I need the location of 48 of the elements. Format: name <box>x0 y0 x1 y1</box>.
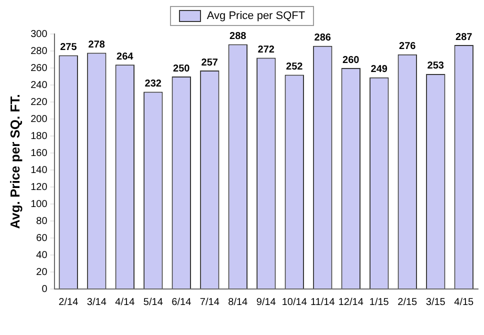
data-label: 276 <box>399 41 416 52</box>
data-label: 260 <box>342 54 360 66</box>
y-tick-label: 100 <box>30 198 48 210</box>
data-label: 288 <box>230 30 247 42</box>
y-tick-label: 60 <box>36 232 48 244</box>
data-label: 278 <box>88 39 106 50</box>
x-tick-label: 10/14 <box>282 296 308 308</box>
x-tick-label: 2/14 <box>58 296 79 308</box>
x-tick-label: 3/15 <box>426 296 446 308</box>
data-label: 272 <box>258 44 275 56</box>
data-label: 250 <box>173 63 190 74</box>
text: Avg Price per SQFT <box>206 10 306 22</box>
y-tick-label: 240 <box>30 80 48 91</box>
x-tick-label: 6/14 <box>172 296 192 308</box>
y-tick-label: 160 <box>30 148 48 159</box>
data-label: 252 <box>286 62 304 73</box>
y-tick-label: 40 <box>36 250 48 261</box>
data-label: 264 <box>116 51 134 62</box>
data-label: 286 <box>314 32 332 44</box>
x-tick-label: 9/14 <box>256 296 276 308</box>
y-tick-label: 0 <box>42 284 48 295</box>
y-tick-label: 180 <box>30 130 48 142</box>
x-tick-label: 1/15 <box>369 296 390 308</box>
x-tick-label: 11/14 <box>310 296 336 308</box>
y-tick-label: 20 <box>36 266 48 278</box>
data-label: 253 <box>427 60 444 72</box>
data-label: 275 <box>60 42 78 53</box>
x-tick-label: 4/14 <box>115 296 136 308</box>
data-label: 232 <box>144 78 162 90</box>
y-tick-label: 260 <box>30 62 48 74</box>
x-tick-label: 3/14 <box>86 296 107 308</box>
data-label: 287 <box>456 32 473 43</box>
x-tick-label: 7/14 <box>200 296 220 308</box>
y-tick-label: 220 <box>30 96 48 108</box>
y-tick-label: 140 <box>30 164 48 176</box>
y-tick-label: 200 <box>30 114 48 125</box>
x-tick-label: 4/15 <box>454 296 474 308</box>
data-label: 257 <box>201 57 218 68</box>
data-label: 249 <box>370 64 388 76</box>
y-tick-label: 280 <box>30 46 48 57</box>
y-tick-label: 80 <box>36 216 48 227</box>
y-axis-title: Avg. Price per SQ. FT. <box>7 94 22 229</box>
y-tick-label: 120 <box>30 182 48 193</box>
x-tick-label: 2/15 <box>398 296 418 308</box>
x-tick-label: 5/14 <box>143 296 164 308</box>
y-tick-label: 300 <box>30 28 48 40</box>
x-tick-label: 8/14 <box>228 296 248 308</box>
x-tick-label: 12/14 <box>338 296 364 308</box>
